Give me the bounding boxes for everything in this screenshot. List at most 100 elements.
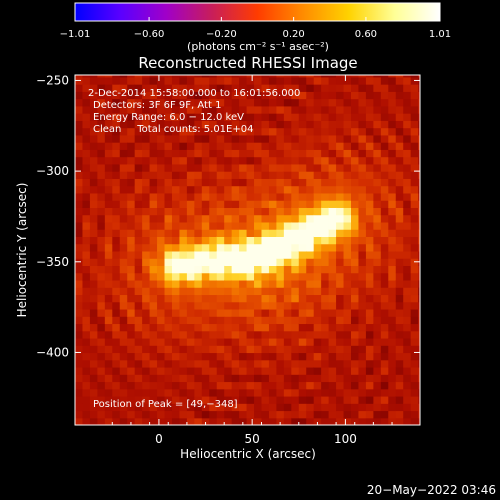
heatmap-cell	[246, 76, 255, 85]
heatmap-cell	[254, 229, 263, 237]
heatmap-cell	[157, 366, 166, 375]
heatmap-cell	[157, 76, 166, 85]
heatmap-cell	[291, 149, 300, 158]
heatmap-cell	[373, 374, 382, 383]
heatmap-cell	[179, 221, 188, 230]
heatmap-cell	[261, 98, 270, 107]
heatmap-cell	[306, 214, 315, 223]
heatmap-cell	[142, 359, 151, 368]
heatmap-cell	[365, 316, 374, 325]
heatmap-cell	[97, 308, 106, 317]
heatmap-cell	[291, 105, 300, 114]
heatmap-cell	[209, 98, 218, 107]
heatmap-cell	[209, 403, 218, 412]
heatmap-cell	[75, 149, 84, 158]
heatmap-cell	[82, 171, 91, 179]
heatmap-cell	[157, 171, 166, 179]
heatmap-cell	[119, 236, 128, 245]
heatmap-cell	[97, 105, 106, 114]
heatmap-cell	[373, 98, 382, 107]
heatmap-cell	[157, 374, 166, 383]
heatmap-cell	[358, 84, 367, 92]
heatmap-cell	[127, 388, 136, 397]
heatmap-cell	[328, 287, 337, 296]
heatmap-cell	[261, 352, 270, 361]
heatmap-cell	[380, 265, 389, 274]
heatmap-cell	[164, 272, 173, 281]
heatmap-cell	[149, 207, 158, 216]
heatmap-cell	[224, 316, 233, 325]
heatmap-cell	[395, 76, 404, 85]
heatmap-cell	[313, 163, 322, 172]
heatmap-cell	[268, 330, 278, 339]
heatmap-cell	[351, 243, 360, 252]
heatmap-cell	[328, 142, 337, 150]
heatmap-cell	[82, 279, 91, 288]
heatmap-cell	[418, 192, 420, 201]
heatmap-cell	[194, 207, 203, 216]
heatmap-cell	[119, 91, 128, 100]
heatmap-cell	[365, 142, 374, 150]
heatmap-cell	[298, 229, 307, 237]
heatmap-cell	[291, 308, 300, 317]
heatmap-cell	[380, 337, 389, 346]
heatmap-cell	[261, 337, 270, 346]
heatmap-cell	[410, 134, 419, 143]
heatmap-cell	[224, 301, 233, 310]
heatmap-cell	[365, 243, 374, 252]
heatmap-cell	[104, 250, 113, 259]
heatmap-cell	[403, 395, 412, 404]
heatmap-cell	[127, 410, 136, 419]
heatmap-cell	[254, 120, 263, 129]
heatmap-cell	[97, 410, 106, 419]
colorbar-tick-label: −1.01	[60, 29, 91, 40]
heatmap-cell	[276, 120, 285, 129]
chart-title: Reconstructed RHESSI Image	[138, 54, 357, 72]
heatmap-cell	[313, 207, 322, 216]
heatmap-cell	[313, 120, 322, 129]
heatmap-cell	[239, 84, 248, 92]
heatmap-cell	[246, 207, 255, 216]
heatmap-cell	[186, 345, 195, 354]
heatmap-cell	[149, 113, 158, 121]
heatmap-cell	[127, 200, 136, 208]
heatmap-cell	[209, 229, 218, 237]
heatmap-cell	[209, 142, 218, 150]
colorbar-tick-label: −0.60	[134, 29, 165, 40]
heatmap-cell	[380, 75, 389, 78]
heatmap-cell	[89, 207, 98, 216]
heatmap-cell	[186, 105, 195, 114]
heatmap-cell	[276, 178, 285, 187]
heatmap-cell	[142, 323, 151, 332]
heatmap-cell	[239, 330, 248, 339]
heatmap-cell	[283, 243, 292, 252]
heatmap-cell	[298, 171, 307, 179]
heatmap-cell	[254, 156, 263, 165]
heatmap-cell	[261, 76, 270, 85]
heatmap-cell	[388, 185, 397, 194]
heatmap-cell	[179, 178, 188, 187]
heatmap-cell	[365, 171, 374, 179]
heatmap-cell	[119, 410, 128, 419]
heatmap-cell	[186, 185, 195, 194]
heatmap-cell	[231, 381, 240, 390]
heatmap-cell	[306, 221, 315, 230]
heatmap-cell	[112, 214, 121, 223]
colorbar-tick-label: 0.20	[283, 29, 305, 40]
heatmap-cell	[328, 134, 337, 143]
heatmap-cell	[298, 105, 307, 114]
heatmap-cell	[410, 178, 419, 187]
heatmap-cell	[388, 120, 397, 129]
heatmap-cell	[119, 105, 128, 114]
heatmap-cell	[239, 236, 248, 245]
heatmap-cell	[179, 113, 188, 121]
heatmap-cell	[283, 142, 292, 150]
heatmap-cell	[119, 163, 128, 172]
heatmap-cell	[358, 287, 367, 296]
heatmap-cell	[321, 294, 330, 303]
heatmap-cell	[201, 308, 210, 317]
heatmap-cell	[97, 171, 106, 179]
heatmap-cell	[127, 323, 136, 332]
heatmap-cell	[351, 91, 360, 100]
heatmap-cell	[298, 200, 307, 208]
